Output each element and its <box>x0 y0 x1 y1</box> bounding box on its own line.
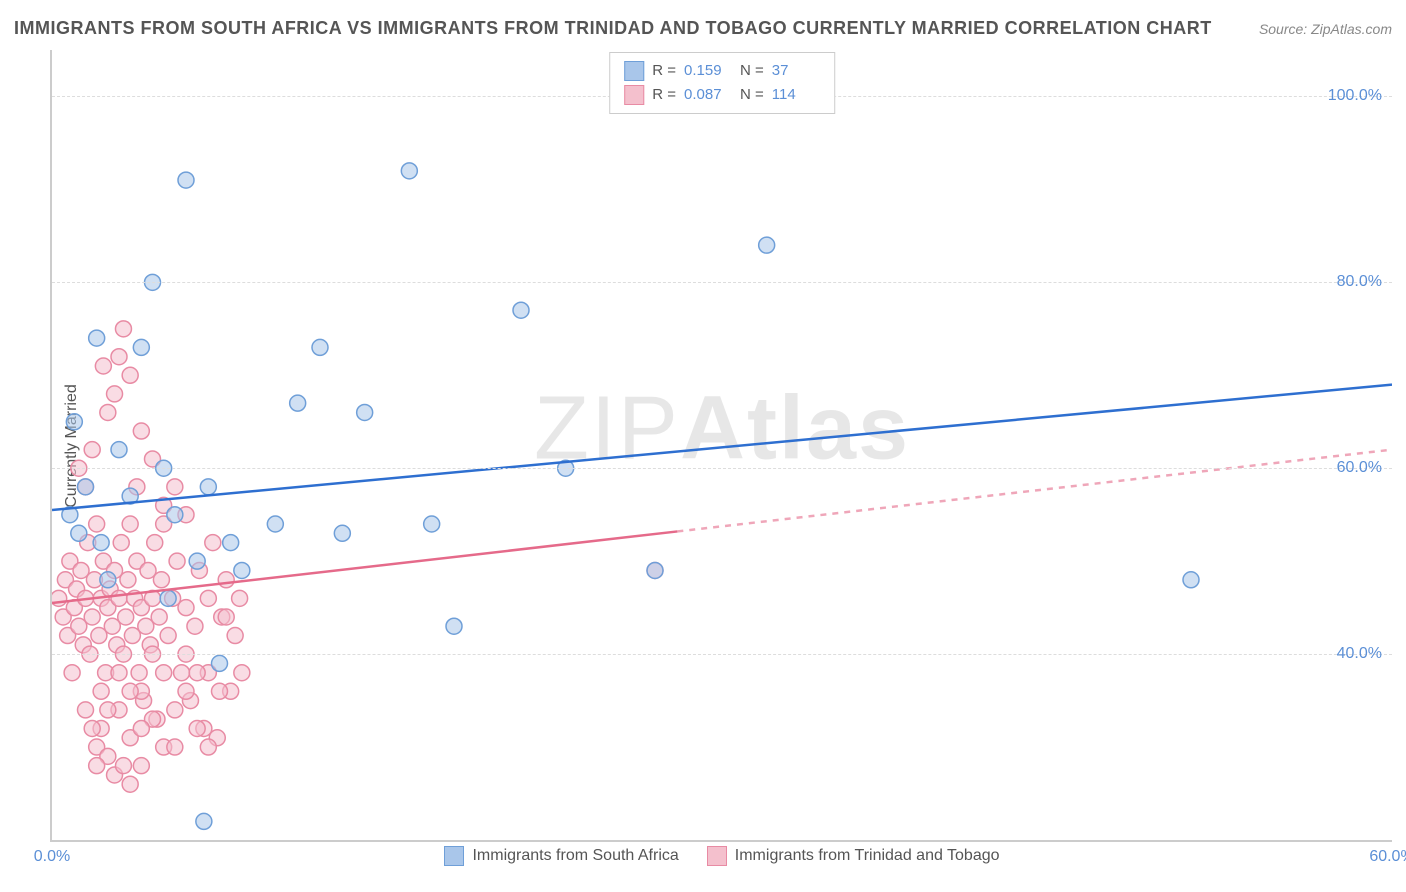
gridline <box>52 654 1392 655</box>
swatch-icon <box>444 846 464 866</box>
watermark-bold: Atlas <box>680 379 910 479</box>
y-tick-label: 60.0% <box>1337 459 1382 477</box>
legend-item-b: Immigrants from Trinidad and Tobago <box>707 846 1000 866</box>
x-tick-label: 60.0% <box>1369 848 1406 866</box>
r-value: 0.159 <box>684 59 732 83</box>
gridline <box>52 282 1392 283</box>
gridline <box>52 468 1392 469</box>
header: IMMIGRANTS FROM SOUTH AFRICA VS IMMIGRAN… <box>14 18 1392 39</box>
chart-title: IMMIGRANTS FROM SOUTH AFRICA VS IMMIGRAN… <box>14 18 1212 39</box>
swatch-icon <box>624 61 644 81</box>
y-tick-label: 100.0% <box>1328 87 1382 105</box>
r-value: 0.087 <box>684 83 732 107</box>
y-tick-label: 40.0% <box>1337 645 1382 663</box>
swatch-icon <box>624 85 644 105</box>
watermark: ZIPAtlas <box>534 378 910 481</box>
legend-row-b: R = 0.087 N = 114 <box>624 83 820 107</box>
legend-series: Immigrants from South Africa Immigrants … <box>52 846 1392 866</box>
x-tick-label: 0.0% <box>34 848 70 866</box>
n-value: 114 <box>772 83 820 107</box>
chart-canvas <box>52 50 1392 840</box>
legend-label: Immigrants from Trinidad and Tobago <box>735 847 1000 865</box>
swatch-icon <box>707 846 727 866</box>
r-label: R = <box>652 83 676 107</box>
legend-correlation: R = 0.159 N = 37 R = 0.087 N = 114 <box>609 52 835 114</box>
legend-row-a: R = 0.159 N = 37 <box>624 59 820 83</box>
y-tick-label: 80.0% <box>1337 273 1382 291</box>
legend-item-a: Immigrants from South Africa <box>444 846 678 866</box>
plot-area: ZIPAtlas R = 0.159 N = 37 R = 0.087 N = … <box>50 50 1392 842</box>
n-value: 37 <box>772 59 820 83</box>
watermark-thin: ZIP <box>534 379 680 479</box>
source-label: Source: ZipAtlas.com <box>1259 21 1392 37</box>
legend-label: Immigrants from South Africa <box>472 847 678 865</box>
n-label: N = <box>740 59 764 83</box>
n-label: N = <box>740 83 764 107</box>
r-label: R = <box>652 59 676 83</box>
